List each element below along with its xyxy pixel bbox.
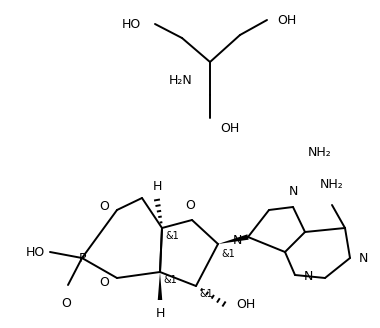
Text: O: O: [99, 200, 109, 214]
Text: N: N: [359, 252, 368, 264]
Text: HO: HO: [122, 17, 141, 31]
Text: NH₂: NH₂: [308, 146, 332, 158]
Text: OH: OH: [277, 13, 296, 27]
Text: OH: OH: [236, 297, 255, 311]
Text: O: O: [61, 297, 71, 310]
Text: NH₂: NH₂: [320, 178, 344, 191]
Polygon shape: [218, 234, 249, 244]
Text: &1: &1: [199, 289, 213, 299]
Text: H: H: [155, 307, 165, 320]
Text: N: N: [233, 234, 242, 247]
Text: &1: &1: [165, 231, 179, 241]
Text: P: P: [79, 252, 87, 264]
Text: &1: &1: [221, 249, 235, 259]
Text: OH: OH: [220, 121, 239, 134]
Polygon shape: [158, 272, 162, 300]
Text: N: N: [288, 185, 298, 198]
Text: HO: HO: [26, 245, 45, 258]
Text: H₂N: H₂N: [168, 73, 192, 87]
Text: O: O: [185, 199, 195, 212]
Text: &1: &1: [163, 275, 177, 285]
Text: N: N: [304, 271, 313, 283]
Text: O: O: [99, 277, 109, 290]
Text: H: H: [152, 180, 161, 193]
